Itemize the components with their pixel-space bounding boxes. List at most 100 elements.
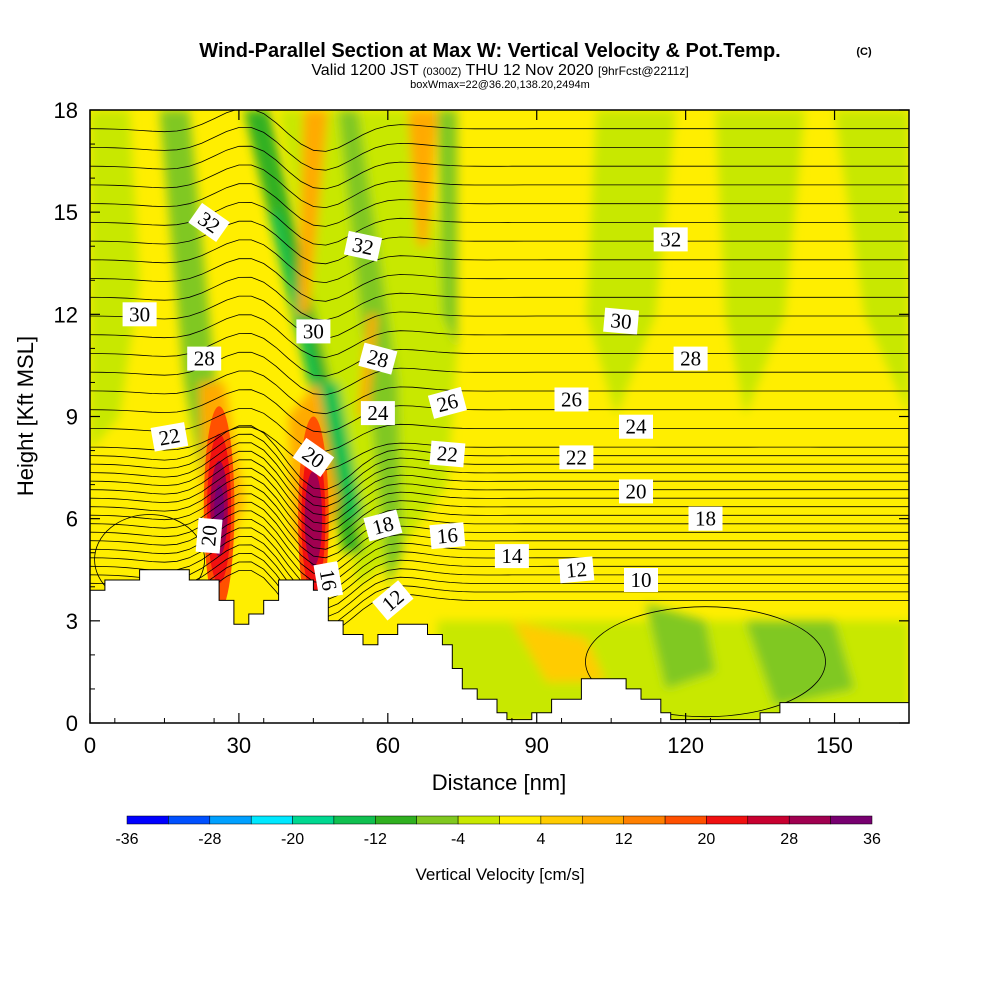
x-axis-label: Distance [nm] bbox=[432, 770, 567, 795]
x-tick-label: 30 bbox=[227, 733, 251, 758]
valid-z: (0300Z) bbox=[423, 66, 462, 78]
isentrope-line bbox=[90, 110, 909, 152]
isentrope-label: 30 bbox=[296, 319, 331, 344]
isentrope-label: 28 bbox=[187, 346, 222, 371]
chart-title: Wind-Parallel Section at Max W: Vertical… bbox=[199, 40, 780, 62]
downdraft-band bbox=[437, 110, 458, 349]
isentrope-line bbox=[90, 484, 909, 550]
updraft-band bbox=[298, 110, 329, 315]
colorbar-swatch bbox=[623, 815, 666, 825]
weak-downdraft-region bbox=[90, 110, 140, 451]
colorbar-tick-label: -28 bbox=[198, 831, 221, 848]
isentrope-label: 22 bbox=[429, 440, 466, 468]
isentrope-label: 32 bbox=[343, 230, 383, 262]
isentrope-label: 12 bbox=[558, 556, 595, 584]
isentrope-label-text: 24 bbox=[626, 415, 648, 439]
isentrope-line bbox=[90, 476, 909, 542]
isentrope-label-text: 14 bbox=[501, 544, 523, 568]
isentrope-label: 30 bbox=[122, 302, 157, 327]
isentrope-line bbox=[90, 258, 909, 302]
isentrope-line bbox=[90, 295, 909, 340]
isentrope-label: 18 bbox=[688, 506, 723, 531]
x-tick-label: 90 bbox=[524, 733, 548, 758]
isentrope-label-text: 32 bbox=[350, 232, 376, 260]
isentrope-label-text: 22 bbox=[157, 423, 182, 450]
forecast-tag: [9hrFcst@2211z] bbox=[598, 64, 689, 78]
isentrope-label-text: 10 bbox=[631, 568, 652, 592]
isentrope-label: 16 bbox=[313, 561, 344, 599]
x-tick-label: 0 bbox=[84, 733, 96, 758]
isentrope-label: 26 bbox=[427, 386, 467, 419]
downdraft-band bbox=[645, 603, 716, 689]
colorbar-swatch bbox=[126, 815, 169, 825]
colorbar-swatch bbox=[706, 815, 749, 825]
x-tick-label: 60 bbox=[376, 733, 400, 758]
isentrope-line bbox=[90, 314, 909, 358]
isentrope-line bbox=[90, 201, 909, 246]
downdraft-band bbox=[745, 620, 855, 706]
isentrope-line bbox=[585, 606, 826, 718]
isentrope-line bbox=[90, 561, 909, 627]
isentrope-label: 32 bbox=[653, 227, 688, 252]
x-axis: 0 30 60 90 120 150 bbox=[84, 110, 860, 758]
isentrope-line bbox=[90, 333, 909, 377]
isentrope-label-text: 28 bbox=[194, 347, 215, 371]
colorbar-tick-label: -20 bbox=[281, 831, 304, 848]
colorbar-swatch bbox=[582, 815, 624, 825]
colorbar-tick-label: 28 bbox=[780, 831, 798, 848]
colorbar-swatch bbox=[209, 815, 252, 825]
isentrope-label-text: 26 bbox=[561, 388, 582, 412]
isentrope-label: 28 bbox=[358, 342, 398, 375]
isentrope-label: 22 bbox=[559, 445, 594, 470]
isentrope-line bbox=[90, 239, 909, 284]
isentrope-line bbox=[90, 370, 909, 415]
isentrope-label-text: 22 bbox=[436, 441, 459, 467]
y-axis-label: Height [Kft MSL] bbox=[13, 336, 38, 496]
copyright-mark: (C) bbox=[856, 46, 872, 58]
colorbar-tick-label: -4 bbox=[451, 831, 465, 848]
isentrope-line bbox=[90, 467, 909, 533]
isentrope-label-text: 32 bbox=[660, 227, 681, 251]
colorbar-tick-label: 36 bbox=[863, 831, 881, 848]
y-axis: 0 3 6 9 12 15 18 bbox=[54, 98, 909, 736]
y-tick-label: 18 bbox=[54, 98, 78, 123]
isentrope-label-text: 30 bbox=[129, 302, 150, 326]
colorbar-swatch bbox=[788, 815, 831, 825]
colorbar-tick-label: -12 bbox=[364, 831, 387, 848]
isentrope-label: 20 bbox=[619, 479, 653, 504]
x-tick-label: 120 bbox=[667, 733, 704, 758]
x-tick-label: 150 bbox=[816, 733, 853, 758]
isentrope-line bbox=[90, 442, 909, 508]
isentrope-label: 18 bbox=[363, 509, 403, 542]
terrain-profile bbox=[90, 569, 909, 723]
colorbar-swatch bbox=[168, 815, 211, 825]
isentrope-label-text: 30 bbox=[610, 308, 633, 334]
isentrope-label-text: 30 bbox=[303, 319, 324, 343]
isentrope-line bbox=[90, 493, 909, 559]
colorbar-swatch bbox=[457, 815, 500, 825]
isentrope-line bbox=[90, 408, 909, 452]
y-tick-label: 12 bbox=[54, 302, 78, 327]
colorbar-swatch bbox=[664, 815, 707, 825]
isentrope-line bbox=[90, 164, 909, 209]
terrain bbox=[90, 569, 909, 723]
colorbar-tick-label: 12 bbox=[615, 831, 633, 848]
isentrope-line bbox=[90, 425, 909, 491]
isentrope-label: 22 bbox=[150, 422, 189, 452]
valid-prefix: Valid 1200 JST bbox=[311, 62, 419, 79]
isentrope-label-text: 20 bbox=[196, 524, 222, 547]
y-tick-label: 15 bbox=[54, 200, 78, 225]
isentrope-line bbox=[90, 510, 909, 576]
isentrope-line bbox=[90, 145, 909, 190]
isentrope-label-text: 12 bbox=[565, 557, 588, 583]
isentrope-label: 10 bbox=[624, 568, 658, 592]
colorbar-tick-label: 20 bbox=[698, 831, 716, 848]
valid-date: THU 12 Nov 2020 bbox=[465, 62, 593, 79]
isentrope-label: 26 bbox=[554, 387, 589, 412]
y-tick-label: 0 bbox=[66, 711, 78, 736]
colorbar: -36 -28 -20 -12 -4 4 12 20 28 36 bbox=[115, 815, 881, 848]
strong-downdraft-band bbox=[268, 212, 329, 417]
chart-subtitle: Valid 1200 JST (0300Z) THU 12 Nov 2020 [… bbox=[311, 62, 688, 79]
